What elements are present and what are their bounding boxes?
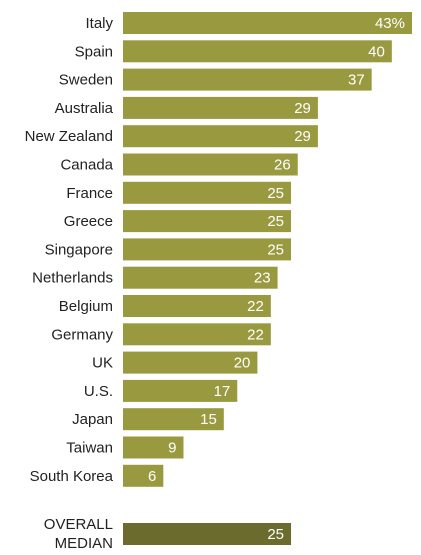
labels-layer: Italy 43% Spain 40 Sweden 37 Australia 29 New Ze…: [25, 15, 405, 552]
bar: [123, 436, 184, 459]
value-label: 9: [168, 440, 176, 457]
value-label: 6: [148, 468, 156, 485]
bar: [123, 379, 238, 402]
category-label: Belgium: [59, 298, 113, 315]
bar: [123, 153, 298, 176]
category-label: Spain: [75, 43, 113, 60]
category-label: U.S.: [84, 383, 113, 400]
category-label: Australia: [55, 100, 114, 117]
category-label: France: [66, 185, 113, 202]
bar: [123, 125, 318, 148]
value-label: 26: [274, 157, 291, 174]
bar: [123, 464, 164, 487]
summary-bar: [123, 523, 292, 545]
category-label: Sweden: [59, 72, 113, 89]
bar: [123, 68, 372, 91]
bar: [123, 181, 292, 204]
category-label: South Korea: [30, 468, 114, 485]
category-label: New Zealand: [25, 128, 113, 145]
value-label: 25: [267, 185, 284, 202]
category-label: Taiwan: [66, 440, 113, 457]
category-label: Greece: [64, 213, 113, 230]
value-label: 43%: [375, 15, 405, 32]
bar: [123, 295, 271, 317]
value-label: 25: [267, 213, 284, 230]
bar: [123, 40, 392, 63]
bar: [123, 351, 258, 374]
summary-label-line-1: OVERALL: [44, 516, 113, 533]
category-label: Italy: [85, 15, 113, 32]
value-label: 22: [247, 326, 264, 343]
value-label: 37: [348, 72, 365, 89]
bar: [123, 96, 318, 119]
category-label: Singapore: [45, 241, 113, 258]
value-label: 25: [267, 241, 284, 258]
value-label: 22: [247, 298, 264, 315]
category-label: Germany: [51, 326, 113, 343]
category-label: Netherlands: [32, 270, 113, 287]
value-label: 20: [234, 355, 251, 372]
bar: [123, 210, 292, 233]
bar: [123, 238, 292, 261]
value-label: 17: [214, 383, 231, 400]
bar: [123, 408, 224, 431]
bar: [123, 266, 278, 289]
category-label: UK: [92, 355, 113, 372]
summary-label-line-2: MEDIAN: [55, 535, 113, 552]
value-label: 40: [368, 43, 385, 60]
bar: [123, 12, 412, 34]
category-label: Japan: [72, 411, 113, 428]
value-label: 23: [254, 270, 271, 287]
summary-value-label: 25: [267, 526, 284, 543]
category-label: Canada: [60, 157, 113, 174]
value-label: 29: [294, 100, 311, 117]
bars-layer: [123, 12, 412, 545]
bar: [123, 323, 271, 346]
value-label: 29: [294, 128, 311, 145]
value-label: 15: [200, 411, 217, 428]
